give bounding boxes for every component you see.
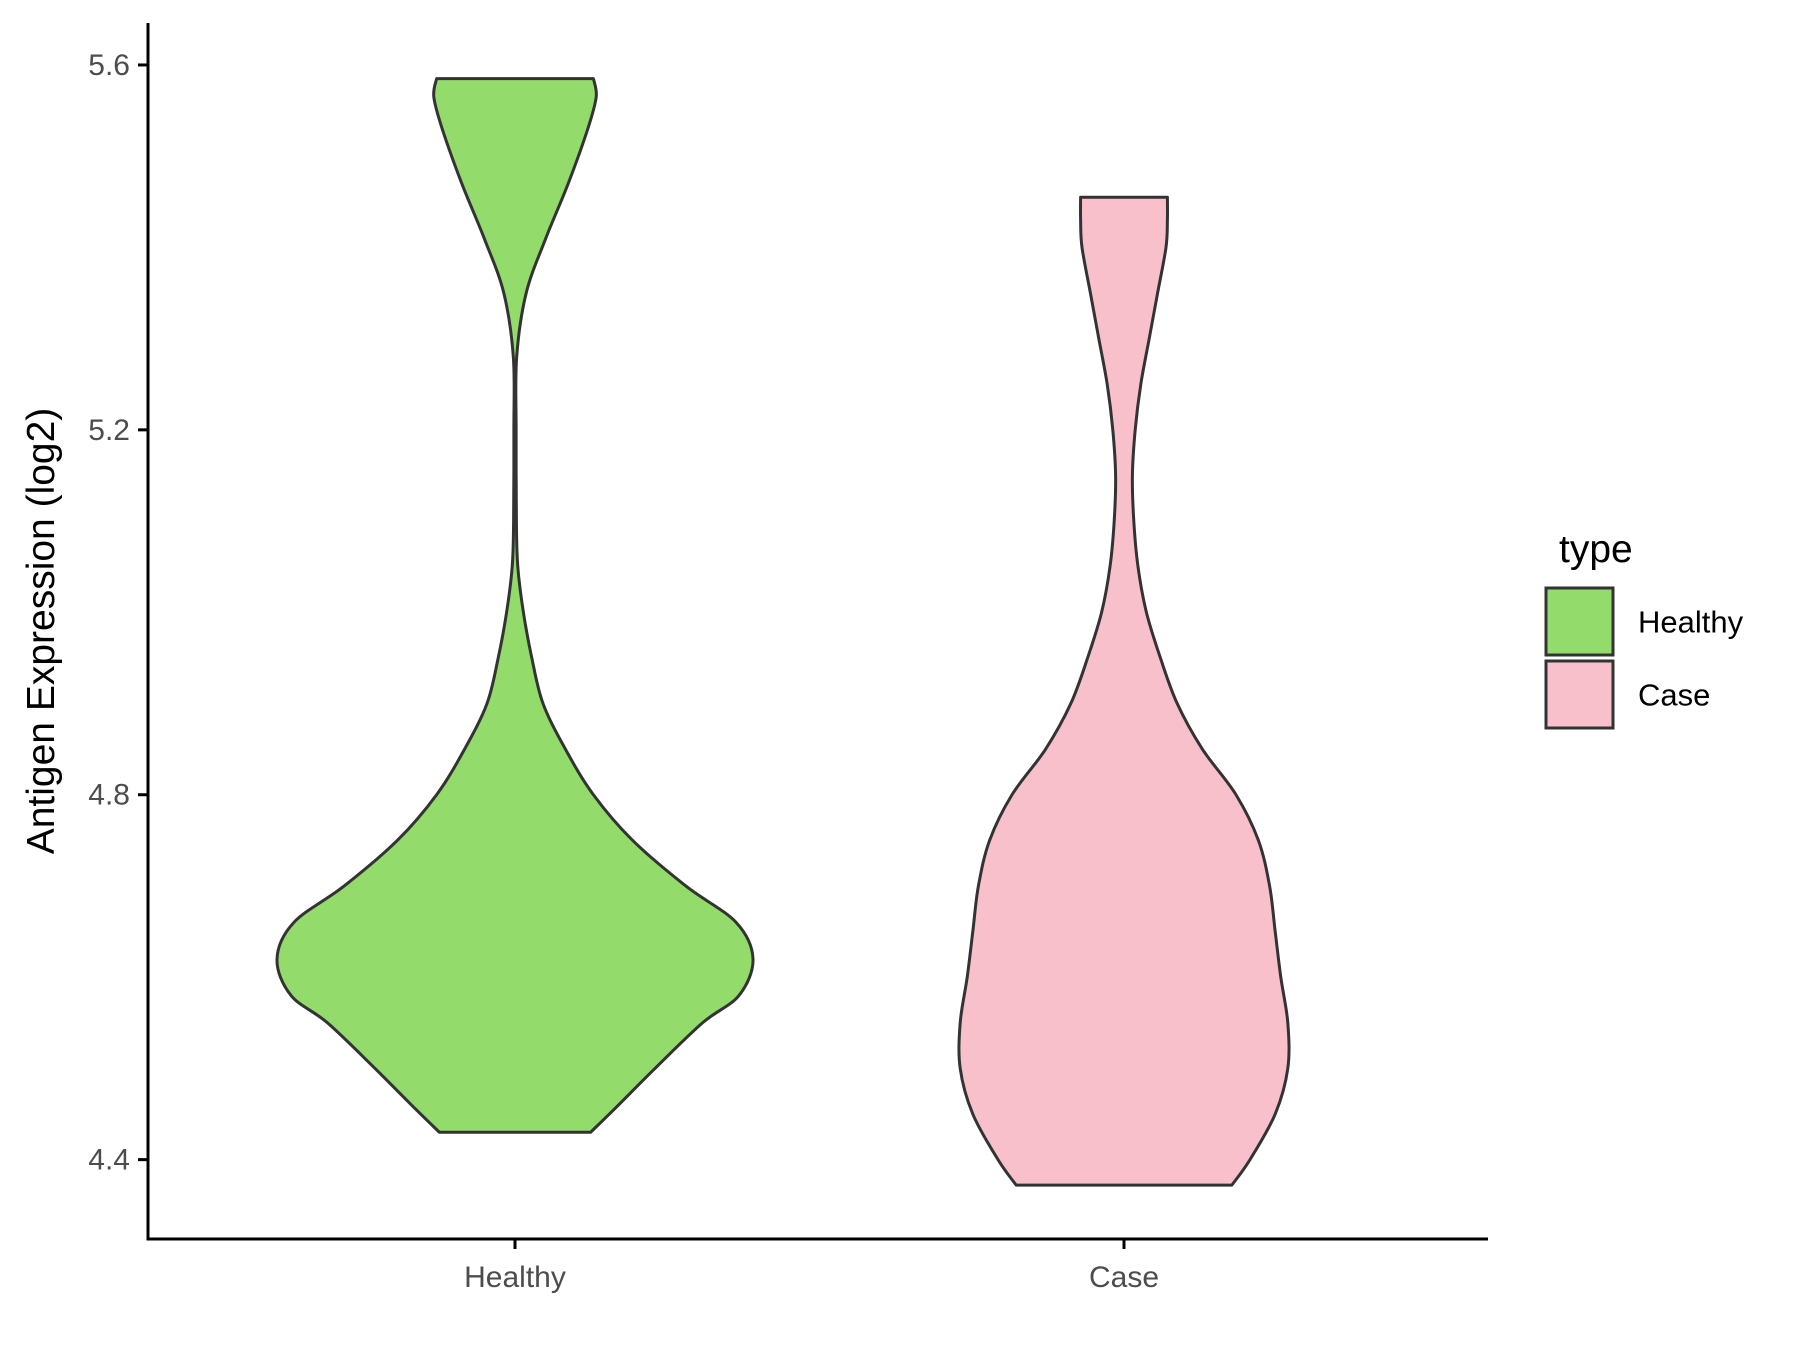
y-tick-label-5.6: 5.6	[88, 49, 130, 82]
legend-items: Healthy Case	[1544, 586, 1744, 730]
x-axis-ticks: Healthy Case	[464, 1239, 1159, 1294]
x-axis: Healthy Case	[146, 1237, 1488, 1294]
x-tick-label-case: Case	[1089, 1261, 1159, 1294]
y-tick-label-5.2: 5.2	[88, 414, 130, 447]
legend-title: type	[1559, 528, 1633, 571]
violin-healthy	[275, 77, 755, 1134]
legend-label-healthy: Healthy	[1638, 605, 1744, 640]
y-axis-ticks: 4.4 4.8 5.2 5.6	[88, 49, 148, 1177]
y-axis: 4.4 4.8 5.2 5.6	[88, 23, 150, 1239]
legend: type Healthy Case	[1544, 528, 1744, 730]
legend-key-case	[1544, 659, 1615, 730]
y-tick-label-4.8: 4.8	[88, 779, 130, 812]
y-axis-title: Antigen Expression (log2)	[20, 408, 63, 855]
legend-label-case: Case	[1638, 678, 1710, 713]
x-tick-label-healthy: Healthy	[464, 1261, 566, 1294]
legend-key-healthy	[1544, 586, 1615, 657]
violin-case	[957, 195, 1291, 1187]
violin-layer	[275, 77, 1291, 1187]
y-tick-label-4.4: 4.4	[88, 1144, 130, 1177]
